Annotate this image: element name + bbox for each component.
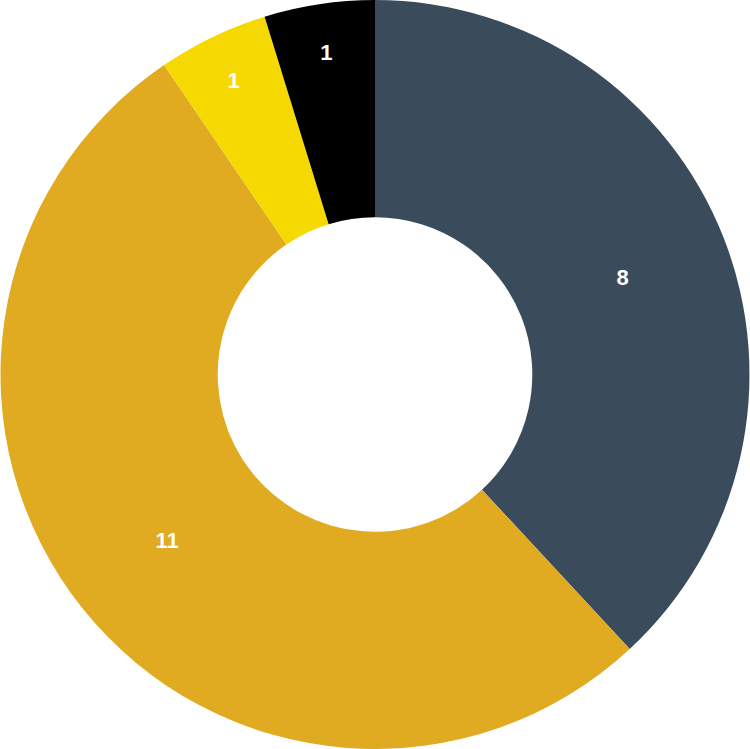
svg-text:1: 1 bbox=[320, 40, 332, 65]
svg-text:8: 8 bbox=[616, 265, 628, 290]
svg-text:1: 1 bbox=[227, 68, 239, 93]
svg-text:11: 11 bbox=[155, 528, 178, 553]
